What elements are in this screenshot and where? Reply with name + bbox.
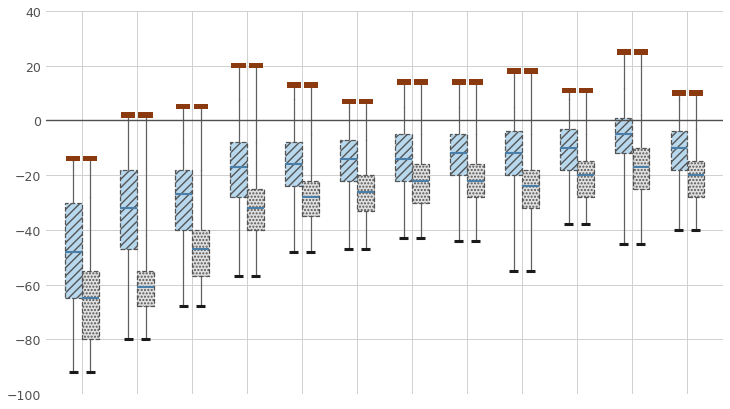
- Bar: [248, 64, 263, 69]
- Bar: [615, 118, 632, 154]
- Bar: [634, 50, 648, 56]
- Bar: [561, 129, 577, 170]
- Bar: [230, 143, 247, 198]
- Bar: [302, 181, 319, 217]
- Bar: [505, 132, 522, 176]
- Bar: [632, 148, 649, 189]
- Bar: [467, 165, 484, 198]
- Bar: [120, 170, 137, 249]
- Bar: [287, 83, 301, 88]
- Bar: [688, 162, 704, 198]
- Bar: [66, 157, 80, 162]
- Bar: [247, 189, 264, 230]
- Bar: [340, 140, 357, 181]
- Bar: [579, 88, 593, 94]
- Bar: [414, 80, 428, 85]
- Bar: [139, 113, 153, 118]
- Bar: [231, 64, 245, 69]
- Bar: [396, 80, 410, 85]
- Bar: [285, 143, 301, 187]
- Bar: [396, 135, 412, 181]
- Bar: [304, 83, 318, 88]
- Bar: [450, 135, 467, 176]
- Bar: [412, 165, 429, 203]
- Bar: [670, 132, 687, 170]
- Bar: [507, 69, 520, 75]
- Bar: [561, 88, 576, 94]
- Bar: [617, 50, 631, 56]
- Bar: [137, 271, 154, 307]
- Bar: [469, 80, 483, 85]
- Bar: [452, 80, 466, 85]
- Bar: [65, 203, 82, 299]
- Bar: [177, 105, 191, 110]
- Bar: [193, 105, 207, 110]
- Bar: [342, 99, 356, 105]
- Bar: [358, 176, 374, 211]
- Bar: [192, 230, 209, 277]
- Bar: [689, 91, 703, 97]
- Bar: [82, 271, 99, 339]
- Bar: [358, 99, 372, 105]
- Bar: [523, 69, 538, 75]
- Bar: [523, 170, 539, 209]
- Bar: [672, 91, 685, 97]
- Bar: [175, 170, 192, 230]
- Bar: [121, 113, 136, 118]
- Bar: [83, 157, 98, 162]
- Bar: [577, 162, 594, 198]
